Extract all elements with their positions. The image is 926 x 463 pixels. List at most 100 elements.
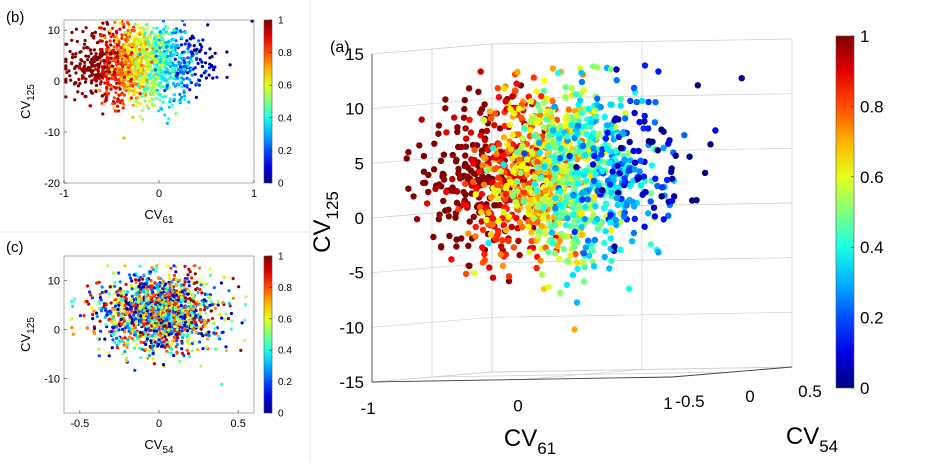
panel-c-point: [182, 333, 186, 337]
panel-c-point: [164, 289, 168, 293]
panel-b-point: [200, 45, 204, 49]
panel-b-point: [165, 121, 169, 125]
panel-b-point: [68, 74, 72, 78]
panel-b-point: [138, 52, 142, 57]
panel-a-point: [658, 184, 666, 191]
panel-b-point: [158, 46, 162, 50]
panel-b-point: [116, 104, 120, 108]
panel-c-point: [151, 311, 155, 315]
panel-a-point: [491, 122, 498, 129]
panel-a-point: [495, 217, 502, 225]
panel-a-point: [602, 228, 609, 235]
panel-c-point: [202, 318, 206, 322]
panel-b-point: [138, 74, 142, 78]
panel-c-colorbar-label: 1: [278, 252, 284, 263]
panel-c-point: [220, 382, 224, 386]
panel-b-point: [197, 39, 201, 43]
panel-a-point: [628, 238, 636, 245]
panel-a-point: [466, 262, 473, 269]
panel-b-point: [132, 29, 136, 33]
panel-a-point: [545, 248, 552, 256]
panel-b-point: [154, 83, 158, 87]
panel-b-point: [94, 52, 98, 56]
panel-a-point: [707, 141, 714, 148]
panel-c-point: [170, 285, 174, 289]
panel-b-point: [138, 92, 142, 96]
panel-c-point: [184, 305, 188, 309]
panel-b-point: [80, 59, 84, 63]
panel-a-point: [526, 207, 533, 214]
panel-b-point: [192, 36, 196, 40]
panel-a-point: [584, 237, 592, 244]
panel-b-point: [111, 64, 115, 68]
panel-c-point: [186, 332, 190, 336]
panel-c-point: [149, 339, 153, 343]
panel-a-point: [601, 239, 608, 247]
panel-a-point: [650, 204, 658, 211]
panel-c-point: [71, 304, 75, 308]
panel-a-point: [622, 110, 629, 117]
panel-a-point: [534, 118, 541, 126]
panel-b-point: [117, 81, 121, 85]
panel-c-point: [122, 292, 126, 296]
panel-b-point: [173, 84, 177, 88]
panel-b-point: [122, 22, 126, 26]
panel-b-point: [116, 97, 120, 101]
panel-b-point: [97, 77, 101, 81]
panel-a-point: [541, 99, 548, 106]
panel-b-point: [161, 77, 165, 82]
panel-a-point: [442, 207, 449, 214]
panel-a-point: [533, 219, 541, 226]
panel-c-point: [149, 278, 153, 283]
panel-a-point: [538, 271, 546, 278]
panel-a-point: [454, 128, 461, 136]
panel-a-point: [651, 213, 659, 220]
panel-c-point: [113, 284, 117, 288]
panel-a-colorbar-label: 0.4: [860, 238, 884, 257]
panel-a-point: [562, 84, 569, 91]
panel-a-point: [472, 191, 479, 198]
panel-b-point: [147, 86, 151, 91]
panel-b-point: [123, 68, 127, 72]
panel-c-point: [139, 356, 143, 360]
panel-b-point: [136, 55, 140, 59]
panel-a-point: [578, 231, 585, 238]
panel-c-point: [190, 330, 194, 334]
panel-c-point: [122, 309, 126, 313]
panel-c-point: [203, 308, 207, 312]
panel-a-gridline: [431, 371, 733, 378]
panel-b-point: [171, 75, 175, 79]
panel-a-point: [580, 278, 588, 285]
panel-b-point: [103, 92, 107, 96]
panel-a-point: [431, 140, 438, 147]
panel-b-point: [198, 79, 202, 83]
panel-b-point: [149, 69, 154, 74]
panel-a-point: [475, 88, 482, 96]
panel-c-point: [194, 314, 198, 318]
panel-a-point: [701, 169, 709, 177]
panel-b-point: [125, 16, 128, 19]
panel-c-point: [170, 342, 174, 346]
panel-c-point: [231, 296, 235, 300]
panel-c-point: [155, 341, 159, 345]
panel-a-point: [455, 206, 462, 213]
panel-c-point: [173, 305, 177, 310]
panel-b-point: [128, 35, 132, 39]
panel-b-xtick-label: 1: [251, 188, 257, 200]
panel-b-point: [194, 48, 198, 52]
panel-a-point: [625, 167, 632, 174]
panel-b-point: [142, 79, 146, 84]
panel-a-point: [578, 190, 586, 197]
panel-c-point: [123, 330, 127, 334]
panel-a-point: [593, 215, 601, 223]
panel-a-point: [609, 168, 616, 175]
panel-a-point: [491, 110, 499, 117]
panel-a-point: [491, 202, 498, 209]
panel-c-point: [166, 291, 170, 295]
panel-a-point: [405, 185, 412, 192]
panel-a-point: [583, 131, 590, 138]
panel-c-point: [111, 338, 115, 342]
panel-a-point: [622, 178, 629, 185]
panel-label-b: (b): [6, 9, 24, 26]
panel-c-point: [183, 280, 187, 284]
